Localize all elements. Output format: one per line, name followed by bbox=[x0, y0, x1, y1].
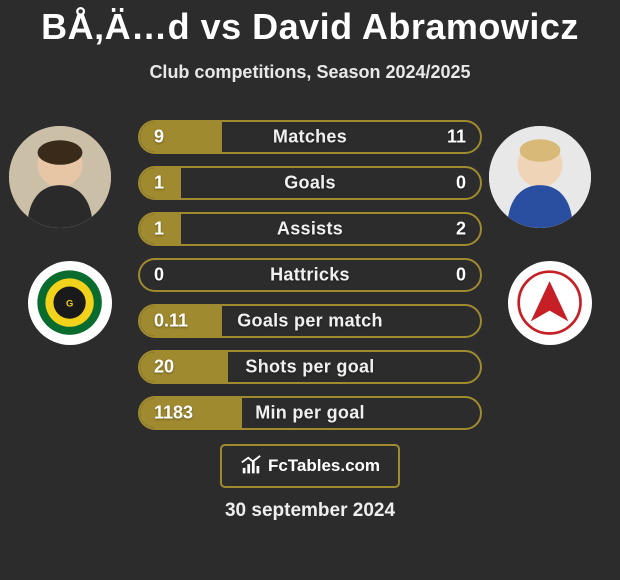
date-label: 30 september 2024 bbox=[225, 500, 395, 522]
stat-bar: 1183 Min per goal bbox=[138, 396, 482, 430]
stat-bars: 9Matches111Goals01Assists20Hattricks00.1… bbox=[138, 120, 482, 442]
stat-value-left: 1183 bbox=[154, 403, 193, 424]
stat-bar-fill bbox=[140, 122, 222, 152]
player-avatar-left bbox=[9, 126, 111, 228]
stat-value-right: 0 bbox=[456, 265, 466, 286]
stat-value-left: 0 bbox=[154, 265, 164, 286]
svg-text:G: G bbox=[66, 298, 73, 309]
stat-bar: 0 Hattricks 0 bbox=[138, 258, 482, 292]
branding-text: FcTables.com bbox=[268, 456, 380, 476]
stat-label: Matches bbox=[273, 127, 347, 148]
subtitle: Club competitions, Season 2024/2025 bbox=[0, 62, 620, 83]
stat-bar: 1 Assists 2 bbox=[138, 212, 482, 246]
stat-label: Goals bbox=[284, 173, 336, 194]
stat-bar: 9 Matches 11 bbox=[138, 120, 482, 154]
stat-value-left: 9 bbox=[154, 127, 164, 148]
branding-badge: FcTables.com bbox=[220, 444, 400, 488]
stat-bar: 20 Shots per goal bbox=[138, 350, 482, 384]
person-icon bbox=[489, 126, 591, 228]
club-crest-right bbox=[508, 261, 592, 345]
stat-value-left: 20 bbox=[154, 357, 174, 378]
player-avatar-right bbox=[489, 126, 591, 228]
stat-bar: 0.11 Goals per match bbox=[138, 304, 482, 338]
club-crest-left: G bbox=[28, 261, 112, 345]
stat-value-left: 0.11 bbox=[154, 311, 188, 332]
stat-value-left: 1 bbox=[154, 219, 164, 240]
stat-label: Shots per goal bbox=[245, 357, 374, 378]
stat-value-right: 2 bbox=[456, 219, 466, 240]
chart-icon bbox=[240, 455, 262, 477]
stat-label: Min per goal bbox=[255, 403, 365, 424]
stat-label: Goals per match bbox=[237, 311, 383, 332]
stat-value-right: 0 bbox=[456, 173, 466, 194]
stat-label: Assists bbox=[277, 219, 343, 240]
crest-icon bbox=[516, 269, 583, 336]
page-title: BÅ‚Ä…d vs David Abramowicz bbox=[0, 0, 620, 48]
person-icon bbox=[9, 126, 111, 228]
crest-icon: G bbox=[36, 269, 103, 336]
stat-label: Hattricks bbox=[270, 265, 350, 286]
stat-bar: 1 Goals 0 bbox=[138, 166, 482, 200]
stat-value-left: 1 bbox=[154, 173, 164, 194]
stat-value-right: 11 bbox=[447, 127, 466, 148]
